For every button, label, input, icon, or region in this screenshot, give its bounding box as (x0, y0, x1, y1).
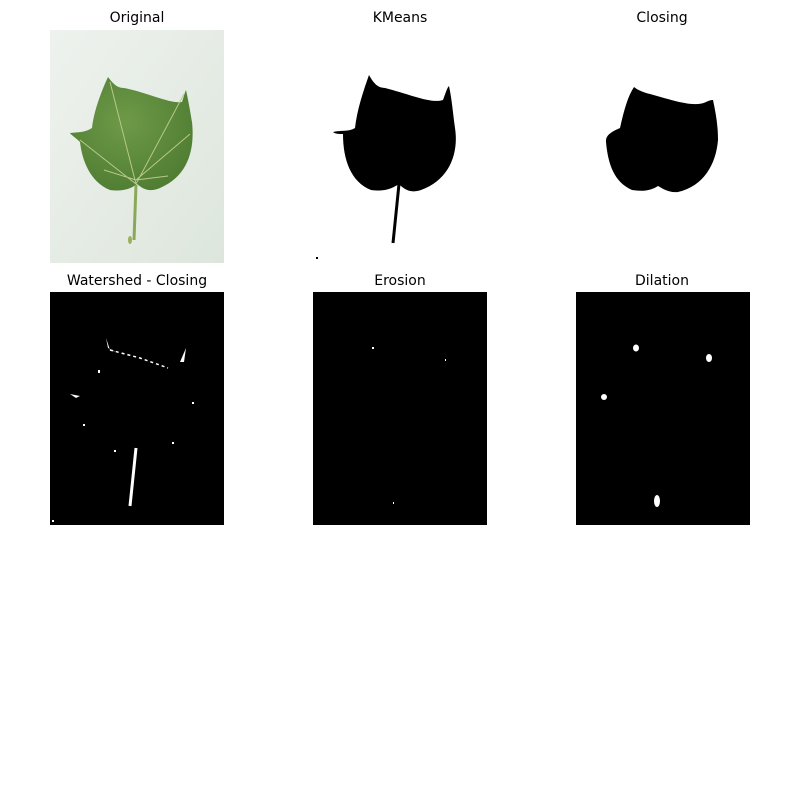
leaf-photo (50, 30, 224, 263)
panel-watershed-closing (50, 292, 224, 525)
kmeans-mask (313, 30, 487, 263)
watershed-closing-mask (50, 292, 224, 525)
panel-title-erosion: Erosion (374, 273, 426, 289)
panel-title-dilation: Dilation (635, 273, 689, 289)
panel-title-closing: Closing (636, 10, 688, 26)
closing-mask (576, 30, 750, 263)
panel-title-original: Original (109, 10, 165, 26)
panel-dilation (576, 292, 750, 525)
panel-closing (576, 30, 750, 263)
panel-title-kmeans: KMeans (372, 10, 428, 26)
panel-title-watershed-closing: Watershed - Closing (66, 273, 208, 289)
panel-original (50, 30, 224, 263)
panel-erosion (313, 292, 487, 525)
erosion-mask (313, 292, 487, 525)
dilation-mask (576, 292, 750, 525)
panel-kmeans (313, 30, 487, 263)
